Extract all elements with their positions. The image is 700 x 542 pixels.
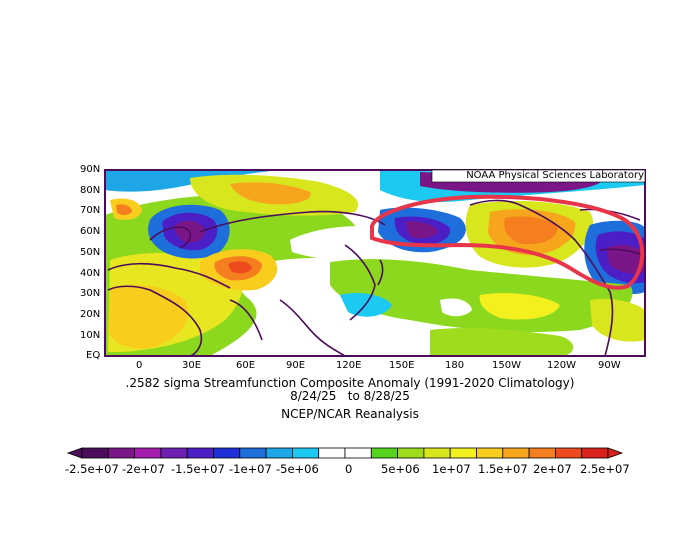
y-tick: 60N [80,226,101,237]
colorbar-swatch [423,447,451,459]
x-tick: 180 [445,360,465,371]
colorbar-label: 1e+07 [432,462,471,476]
y-tick: 20N [80,309,101,320]
colorbar-label: -2.5e+07 [65,462,119,476]
colorbar-swatch [239,447,267,459]
x-tick: 120E [336,360,362,371]
annotation-outline [370,194,645,290]
caption-source: NCEP/NCAR Reanalysis [281,407,419,421]
y-tick: 70N [80,205,101,216]
caption-dates: 8/24/25 to 8/28/25 [290,389,410,403]
colorbar-label: -5e+06 [276,462,319,476]
x-tick: 0 [136,360,143,371]
colorbar-swatch [160,447,188,459]
colorbar-swatch [502,447,530,459]
colorbar-label: 1.5e+07 [478,462,528,476]
y-tick: 80N [80,185,101,196]
x-tick: 60E [236,360,256,371]
colorbar-swatch [397,447,425,459]
y-tick: EQ [86,350,101,361]
colorbar-swatch [528,447,556,459]
colorbar-swatch [555,447,583,459]
colorbar-label: 0 [345,462,353,476]
colorbar-swatch [449,447,477,459]
coastlines [107,199,645,356]
x-tick: 90E [286,360,306,371]
caption-title: .2582 sigma Streamfunction Composite Ano… [125,376,575,390]
colorbar-swatch [370,447,398,459]
y-tick: 30N [80,288,101,299]
x-tick: 150E [389,360,415,371]
x-tick: 120W [547,360,576,371]
colorbar-right-arrow [607,447,624,459]
colorbar-swatch [213,447,241,459]
colorbar-swatch [344,447,372,459]
colorbar-swatch [134,447,162,459]
colorbar-swatch [186,447,214,459]
colorbar [66,447,624,459]
colorbar-label: 2e+07 [533,462,572,476]
y-tick: 50N [80,247,101,258]
colorbar-swatch [476,447,504,459]
colorbar-label: 2.5e+07 [580,462,630,476]
y-tick: 40N [80,268,101,279]
colorbar-label: -2e+07 [122,462,165,476]
source-label: NOAA Physical Sciences Laboratory [466,170,644,181]
colorbar-label: -1.5e+07 [171,462,225,476]
colorbar-left-arrow [66,447,83,459]
y-tick: 90N [80,164,101,175]
colorbar-swatch [265,447,293,459]
x-tick: 90W [598,360,621,371]
x-tick: 150W [492,360,521,371]
colorbar-swatch [107,447,136,459]
y-tick: 10N [80,330,101,341]
colorbar-label: -1e+07 [229,462,272,476]
colorbar-label: 5e+06 [381,462,420,476]
colorbar-swatch [291,447,320,459]
colorbar-swatch [81,447,109,459]
colorbar-swatch [581,447,609,459]
x-tick: 30E [182,360,202,371]
colorbar-swatch [318,447,346,459]
